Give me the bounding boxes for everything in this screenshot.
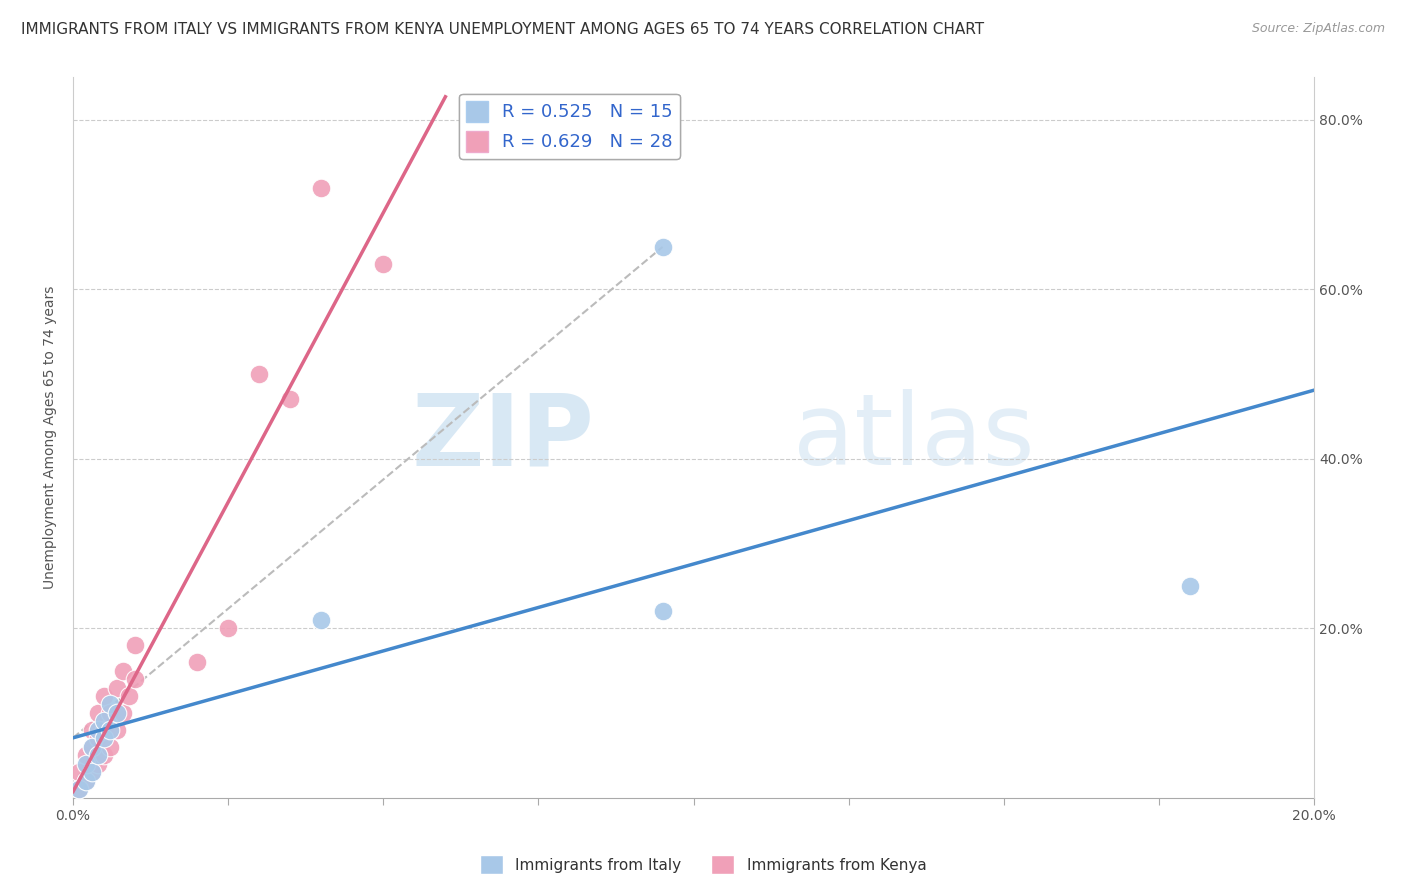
Point	[105, 681, 128, 695]
Text: ZIP: ZIP	[412, 389, 595, 486]
Point	[118, 689, 141, 703]
Point	[105, 723, 128, 737]
Legend: Immigrants from Italy, Immigrants from Kenya: Immigrants from Italy, Immigrants from K…	[474, 849, 932, 880]
Point	[67, 765, 90, 780]
Text: IMMIGRANTS FROM ITALY VS IMMIGRANTS FROM KENYA UNEMPLOYMENT AMONG AGES 65 TO 74 : IMMIGRANTS FROM ITALY VS IMMIGRANTS FROM…	[21, 22, 984, 37]
Point	[75, 748, 97, 763]
Text: atlas: atlas	[793, 389, 1035, 486]
Point	[87, 723, 110, 737]
Point	[87, 748, 110, 763]
Point	[87, 756, 110, 771]
Point	[373, 257, 395, 271]
Point	[186, 655, 208, 669]
Point	[80, 765, 103, 780]
Point	[651, 240, 673, 254]
Text: Source: ZipAtlas.com: Source: ZipAtlas.com	[1251, 22, 1385, 36]
Point	[67, 782, 90, 797]
Point	[80, 739, 103, 754]
Point	[111, 706, 134, 720]
Point	[75, 756, 97, 771]
Point	[98, 706, 121, 720]
Point	[124, 638, 146, 652]
Point	[93, 689, 115, 703]
Point	[93, 748, 115, 763]
Point	[278, 392, 301, 407]
Point	[98, 723, 121, 737]
Point	[217, 621, 239, 635]
Legend: R = 0.525   N = 15, R = 0.629   N = 28: R = 0.525 N = 15, R = 0.629 N = 28	[458, 94, 681, 159]
Point	[87, 706, 110, 720]
Point	[124, 672, 146, 686]
Point	[247, 367, 270, 381]
Point	[1178, 579, 1201, 593]
Y-axis label: Unemployment Among Ages 65 to 74 years: Unemployment Among Ages 65 to 74 years	[44, 285, 58, 590]
Point	[311, 613, 333, 627]
Point	[75, 773, 97, 788]
Point	[93, 723, 115, 737]
Point	[105, 706, 128, 720]
Point	[80, 765, 103, 780]
Point	[93, 731, 115, 746]
Point	[93, 714, 115, 729]
Point	[311, 180, 333, 194]
Point	[75, 773, 97, 788]
Point	[67, 782, 90, 797]
Point	[111, 664, 134, 678]
Point	[98, 698, 121, 712]
Point	[80, 739, 103, 754]
Point	[80, 723, 103, 737]
Point	[87, 731, 110, 746]
Point	[98, 739, 121, 754]
Point	[651, 604, 673, 618]
